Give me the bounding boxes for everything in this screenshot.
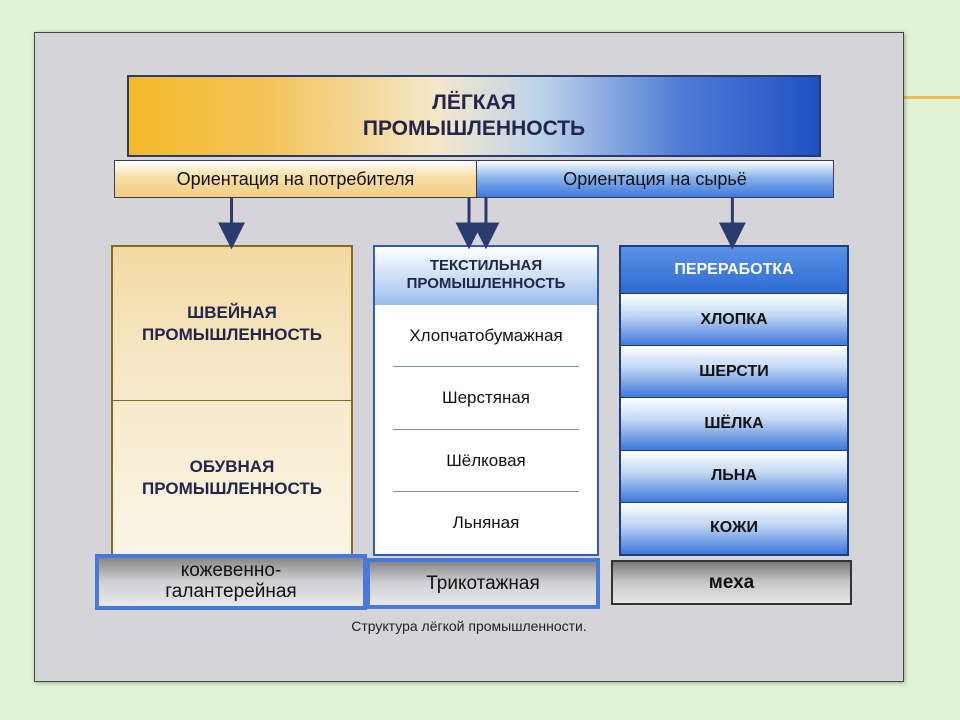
orientation-raw: Ориентация на сырьё xyxy=(476,160,834,198)
title-box: ЛЁГКАЯ ПРОМЫШЛЕННОСТЬ xyxy=(127,75,821,157)
bottom-left-line1: кожевенно- xyxy=(181,560,281,581)
diagram-frame: ЛЁГКАЯ ПРОМЫШЛЕННОСТЬ Ориентация на потр… xyxy=(34,32,904,682)
column-consumer: ШВЕЙНАЯ ПРОМЫШЛЕННОСТЬ ОБУВНАЯ ПРОМЫШЛЕН… xyxy=(111,245,353,556)
bottom-left-line2: галантерейная xyxy=(165,581,296,602)
shoe-industry: ОБУВНАЯ ПРОМЫШЛЕННОСТЬ xyxy=(113,400,351,554)
processing-cotton: ХЛОПКА xyxy=(621,294,847,345)
processing-flax: ЛЬНА xyxy=(621,450,847,502)
processing-leather: КОЖИ xyxy=(621,502,847,554)
textile-header-line1: ТЕКСТИЛЬНАЯ xyxy=(430,257,542,274)
textile-header-line2: ПРОМЫШЛЕННОСТЬ xyxy=(407,275,566,292)
bottom-leather-haberdashery: кожевенно- галантерейная xyxy=(95,554,367,610)
accent-line xyxy=(902,96,960,99)
textile-cotton: Хлопчатобумажная xyxy=(375,305,597,367)
bottom-right-label: меха xyxy=(709,572,755,594)
processing-wool: ШЕРСТИ xyxy=(621,345,847,397)
textile-wool: Шерстяная xyxy=(375,367,597,429)
title-line1: ЛЁГКАЯ xyxy=(432,91,516,114)
sewing-line2: ПРОМЫШЛЕННОСТЬ xyxy=(142,325,322,344)
processing-header: ПЕРЕРАБОТКА xyxy=(621,247,847,294)
processing-silk: ШЁЛКА xyxy=(621,397,847,449)
shoe-line2: ПРОМЫШЛЕННОСТЬ xyxy=(142,479,322,498)
sewing-industry: ШВЕЙНАЯ ПРОМЫШЛЕННОСТЬ xyxy=(113,247,351,400)
bottom-mid-label: Трикотажная xyxy=(426,573,540,595)
caption: Структура лёгкой промышленности. xyxy=(35,618,903,634)
shoe-line1: ОБУВНАЯ xyxy=(190,457,275,476)
textile-linen: Льняная xyxy=(375,492,597,554)
textile-silk: Шёлковая xyxy=(375,430,597,492)
title-text: ЛЁГКАЯ ПРОМЫШЛЕННОСТЬ xyxy=(363,90,585,143)
orientation-raw-label: Ориентация на сырьё xyxy=(563,169,746,190)
orientation-consumer-label: Ориентация на потребителя xyxy=(177,169,415,190)
bottom-fur: меха xyxy=(611,560,852,605)
column-processing: ПЕРЕРАБОТКА ХЛОПКА ШЕРСТИ ШЁЛКА ЛЬНА КОЖ… xyxy=(619,245,849,556)
title-line2: ПРОМЫШЛЕННОСТЬ xyxy=(363,117,585,140)
bottom-knitwear: Трикотажная xyxy=(366,558,600,609)
orientation-consumer: Ориентация на потребителя xyxy=(114,160,476,198)
column-textile: ТЕКСТИЛЬНАЯ ПРОМЫШЛЕННОСТЬ Хлопчатобумаж… xyxy=(373,245,599,556)
sewing-line1: ШВЕЙНАЯ xyxy=(187,303,277,322)
textile-header: ТЕКСТИЛЬНАЯ ПРОМЫШЛЕННОСТЬ xyxy=(375,247,597,305)
